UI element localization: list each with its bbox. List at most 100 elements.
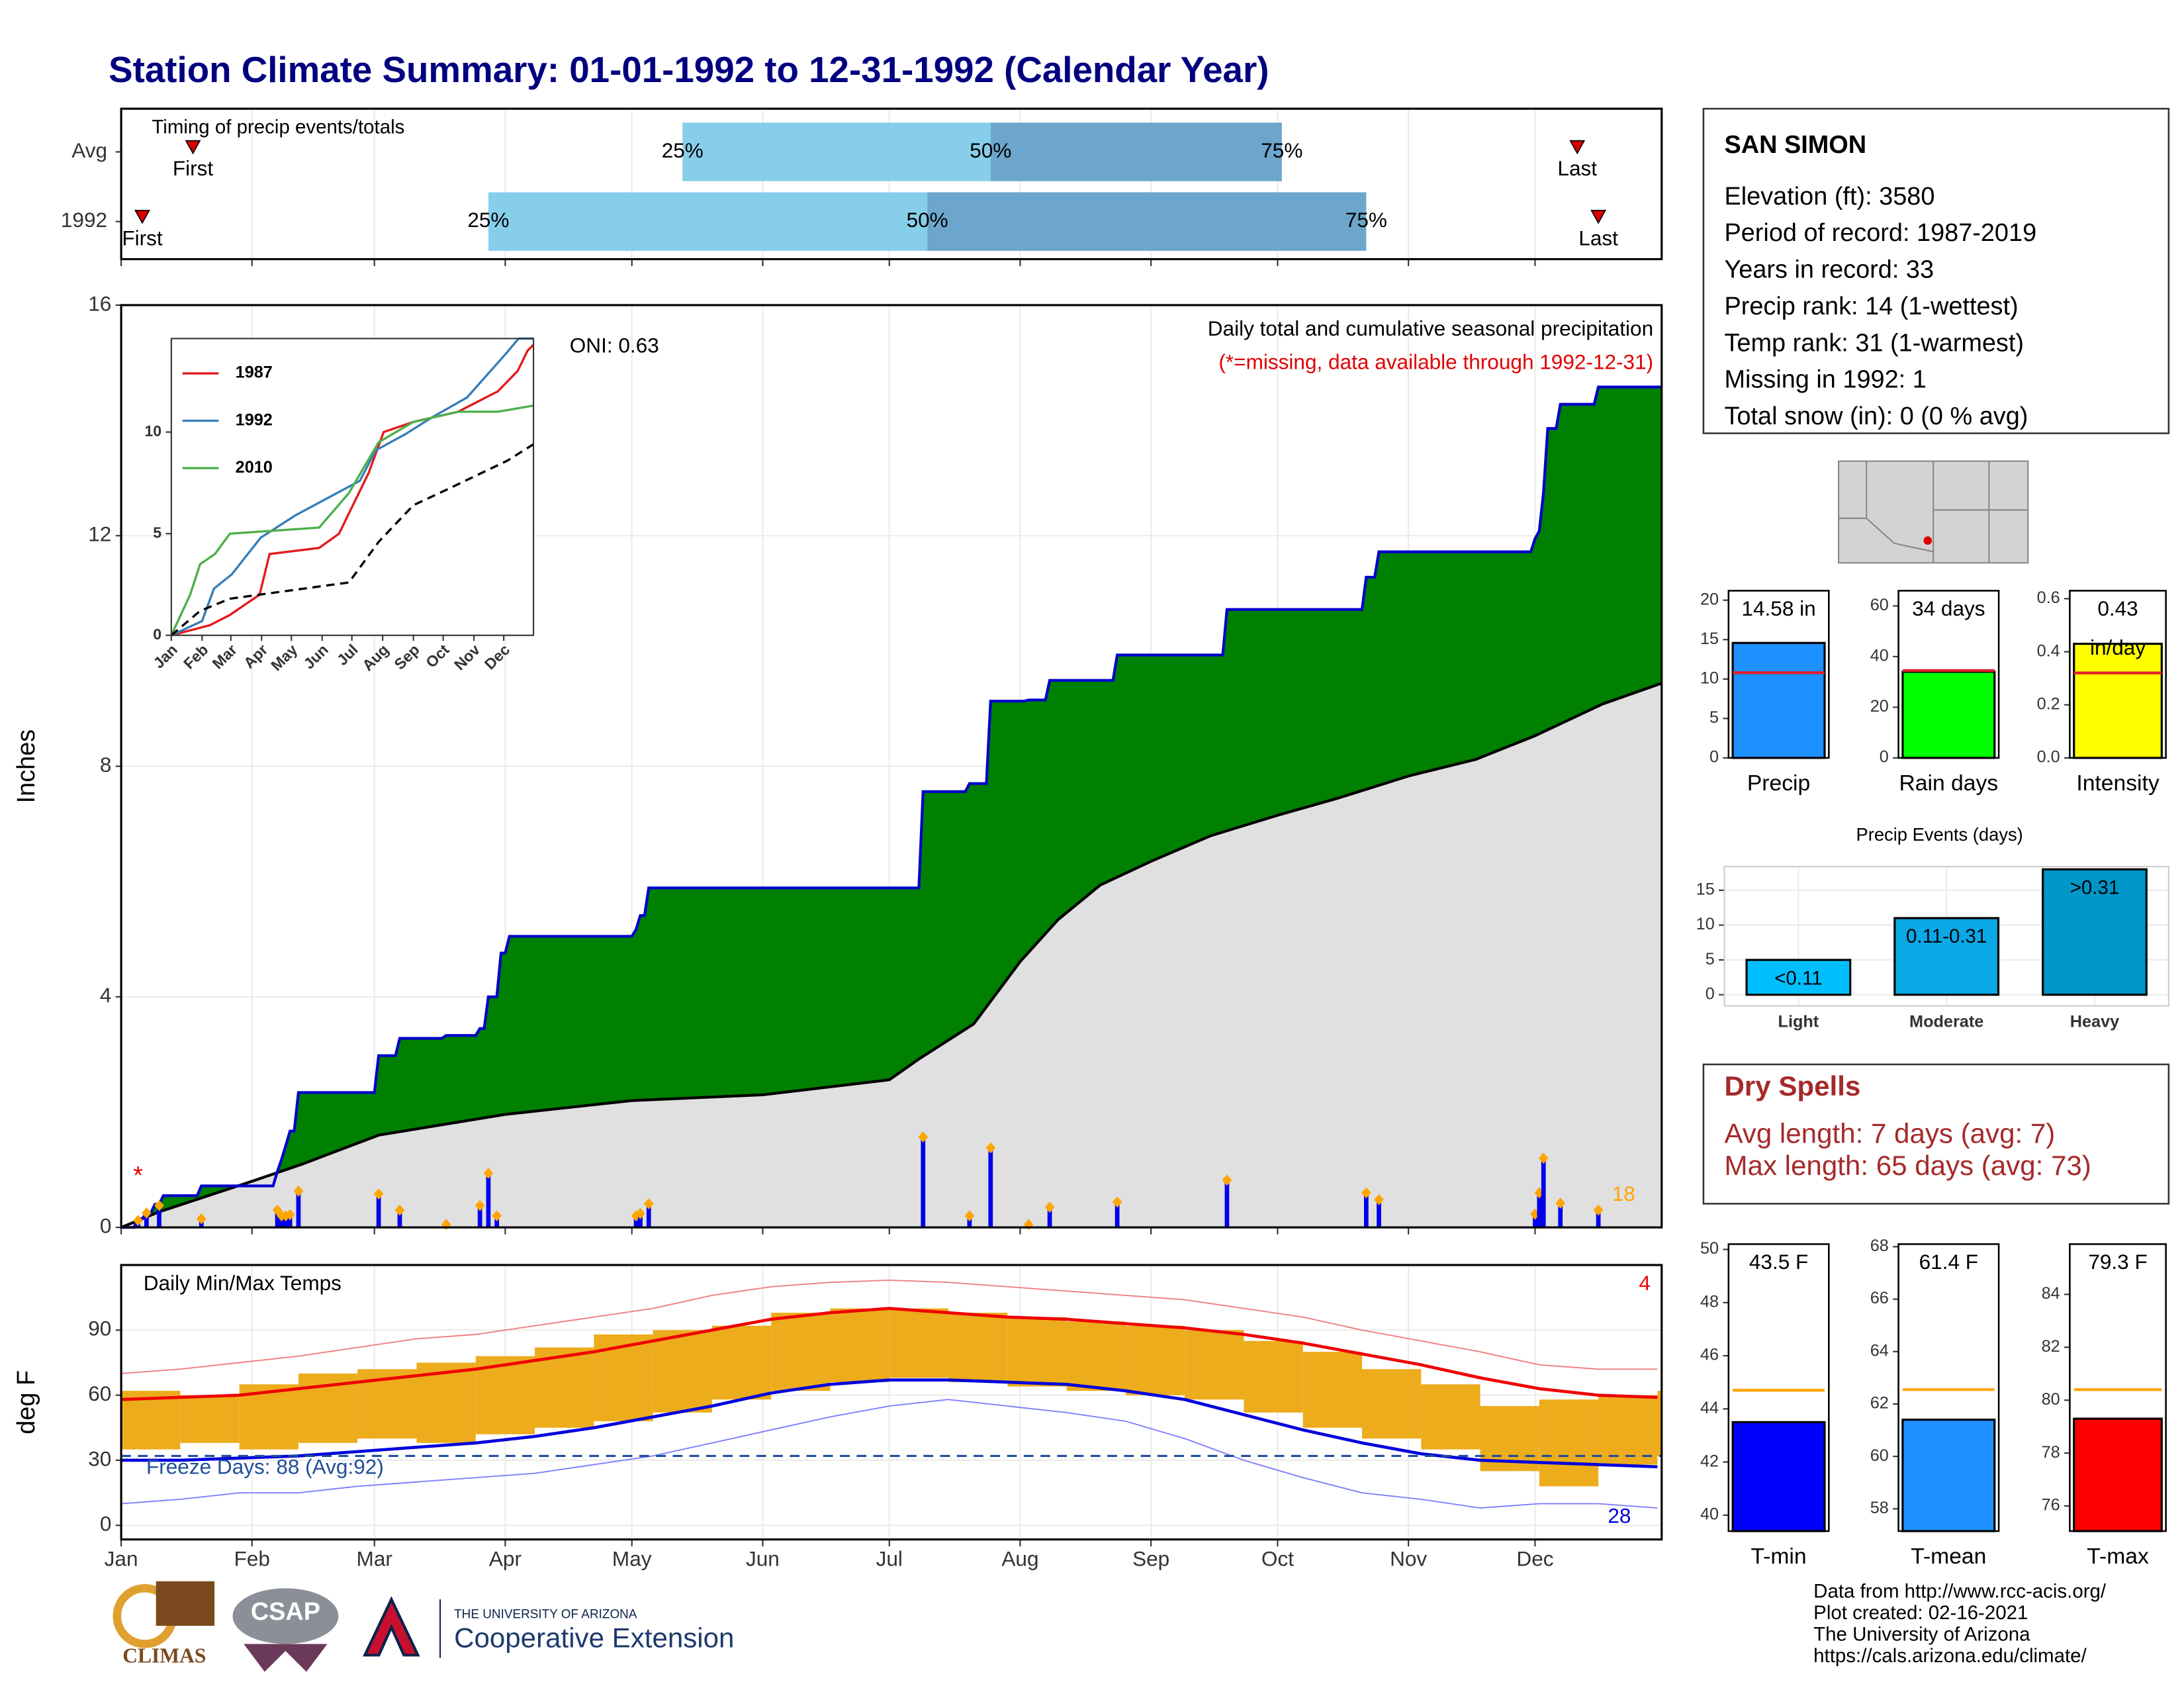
temp-range [180,1395,240,1443]
daily-bar [296,1191,301,1228]
panel-title: Timing of precip events/totals [152,116,404,138]
y-tick-label: 5 [153,524,161,541]
csap-logo [232,1588,339,1644]
y-tick-label: 30 [88,1446,111,1470]
climas-text: CLIMAS [122,1644,206,1667]
y-tick-label: 84 [2042,1284,2060,1303]
station-info: Years in record: 33 [1724,256,1934,284]
series-line [171,344,535,637]
y-tick-label: 5 [1709,708,1719,727]
y-tick-label: 44 [1700,1399,1719,1417]
panel-border [120,304,1663,1229]
value-label: 0.43 [2097,596,2138,620]
x-tick-label: Sep [1132,1547,1169,1571]
category-label: Precip [1747,771,1810,796]
x-tick-label: Mar [357,1547,392,1571]
gauge-border [1727,590,1830,759]
daily-bar [376,1194,381,1228]
y-tick-label: 64 [1870,1341,1889,1360]
daily-bar [921,1137,926,1228]
series-line [170,443,534,637]
bar [1745,959,1852,996]
x-tick-label: Oct [1261,1547,1294,1571]
daily-bar [157,1205,161,1228]
y-tick-label: 90 [88,1317,111,1340]
oni-label: ONI: 0.63 [570,333,659,357]
x-tick-label: Heavy [2070,1012,2119,1031]
avg-max-line [121,1307,1658,1401]
daily-marker [964,1210,975,1222]
daily-marker [483,1167,494,1179]
record-high-count: 4 [1639,1271,1651,1295]
bin-label: <0.11 [1774,967,1822,989]
y-tick-label: 5 [1706,950,1715,968]
y-tick-label: 48 [1700,1292,1719,1311]
daily-bar [1047,1207,1052,1228]
gauge-bar [1901,671,1996,759]
daily-marker [1538,1152,1549,1164]
temp-range [1185,1330,1244,1400]
daily-marker [293,1185,304,1197]
y-tick-label: 40 [1870,647,1889,665]
y-tick-label: 46 [1700,1346,1719,1364]
bar [1893,917,2000,996]
station-info: Temp rank: 31 (1-warmest) [1724,329,2024,357]
daily-marker [643,1198,654,1209]
series-line [170,404,534,636]
y-tick-label: 76 [2042,1496,2060,1515]
gauge-bar [1731,641,1826,759]
category-label: Rain days [1899,771,1998,796]
gauge-border [2069,590,2167,759]
timing-bar [488,192,928,251]
y-tick-label: 8 [100,753,112,776]
value-label: 43.5 F [1749,1250,1808,1274]
temp-range [1657,1391,1662,1456]
temp-range [1598,1395,1658,1465]
average-area [121,683,1662,1228]
y-tick-label: 0 [1706,984,1715,1003]
gauge-bar [2073,1417,2163,1532]
station-info: Period of record: 1987-2019 [1724,219,2036,247]
y-tick-label: 20 [1870,697,1889,716]
daily-bar [1115,1201,1120,1228]
y-tick-label: 42 [1700,1452,1719,1470]
daily-bar [283,1215,289,1228]
daily-bar [1364,1192,1369,1228]
temp-range [830,1308,889,1382]
y-tick-label: 20 [1700,590,1719,608]
panel-border [120,107,1663,261]
marker-label: First [173,156,214,180]
extension-text: Cooperative Extension [454,1622,734,1653]
daily-bar [633,1215,639,1228]
university-text: THE UNIVERSITY OF ARIZONA [454,1607,637,1621]
quantile-label: 25% [662,138,704,162]
legend-label: 2010 [236,458,273,477]
daily-marker [1112,1196,1122,1208]
freeze-label: Freeze Days: 88 (Avg:92) [146,1455,384,1479]
y-tick-label: 0.4 [2037,641,2060,660]
dry-spells-box [1702,1063,2170,1205]
gauge-border [1897,1243,2000,1532]
timing-marker [134,209,150,224]
temp-range [889,1308,949,1378]
inset-border [170,338,535,636]
y-tick-label: 60 [1870,1446,1889,1465]
climas-logo [156,1581,215,1626]
marker-label: Last [1557,156,1597,180]
daily-marker [196,1213,206,1225]
temp-range [535,1347,594,1428]
x-tick-label: May [612,1547,652,1571]
marker-label: Last [1578,226,1618,250]
x-tick-label: Dec [1516,1547,1553,1571]
y-tick-label: 0 [153,626,161,643]
csap-logo [244,1644,328,1672]
daily-bar [397,1210,402,1228]
daily-bar [494,1215,500,1228]
legend-label: 1987 [236,363,273,382]
category-label: Intensity [2076,771,2160,796]
daily-bar [1596,1210,1601,1228]
average-line [120,682,1662,1229]
panel-border [120,1264,1663,1541]
y-tick-label: 50 [1700,1239,1719,1258]
